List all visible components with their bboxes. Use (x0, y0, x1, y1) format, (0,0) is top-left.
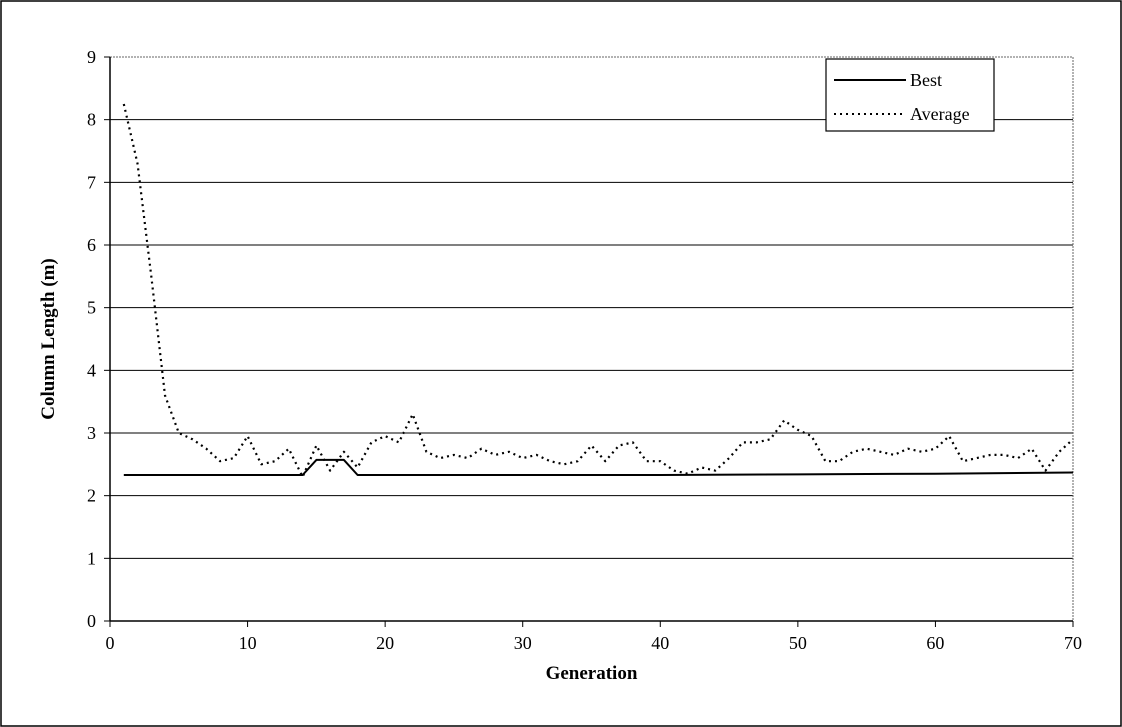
y-tick-label: 4 (87, 360, 96, 380)
x-tick-label: 70 (1064, 633, 1082, 653)
series-line-average (122, 103, 1074, 478)
gridlines (110, 119, 1073, 559)
y-tick-label: 0 (87, 611, 96, 631)
y-tick-label: 8 (87, 110, 96, 130)
y-tick-label: 7 (87, 172, 96, 192)
x-tick-label: 0 (106, 633, 115, 653)
y-tick-label: 2 (87, 486, 96, 506)
y-tick-label: 3 (87, 423, 96, 443)
x-tick-label: 10 (239, 633, 257, 653)
x-axis-title: Generation (546, 663, 638, 684)
legend-label-best: Best (910, 70, 942, 90)
y-axis-title: Column Length (m) (38, 258, 59, 420)
y-tick-label: 1 (87, 548, 96, 568)
x-tick-label: 30 (514, 633, 532, 653)
x-tick-label: 50 (789, 633, 807, 653)
y-tick-label: 6 (87, 235, 96, 255)
series-line-best (123, 458, 1074, 476)
y-tick-label: 5 (87, 298, 96, 318)
x-tick-label: 20 (376, 633, 394, 653)
x-tick-label: 60 (926, 633, 944, 653)
y-tick-label: 9 (87, 47, 96, 67)
axis-ticks: 0 1 2 3 4 5 6 7 8 9 0 10 20 30 40 50 60 70 (87, 47, 1082, 653)
legend-label-average: Average (910, 104, 970, 124)
legend: Best Average (825, 58, 995, 132)
x-tick-label: 40 (651, 633, 669, 653)
series-lines (122, 103, 1074, 478)
legend-box (825, 58, 995, 132)
